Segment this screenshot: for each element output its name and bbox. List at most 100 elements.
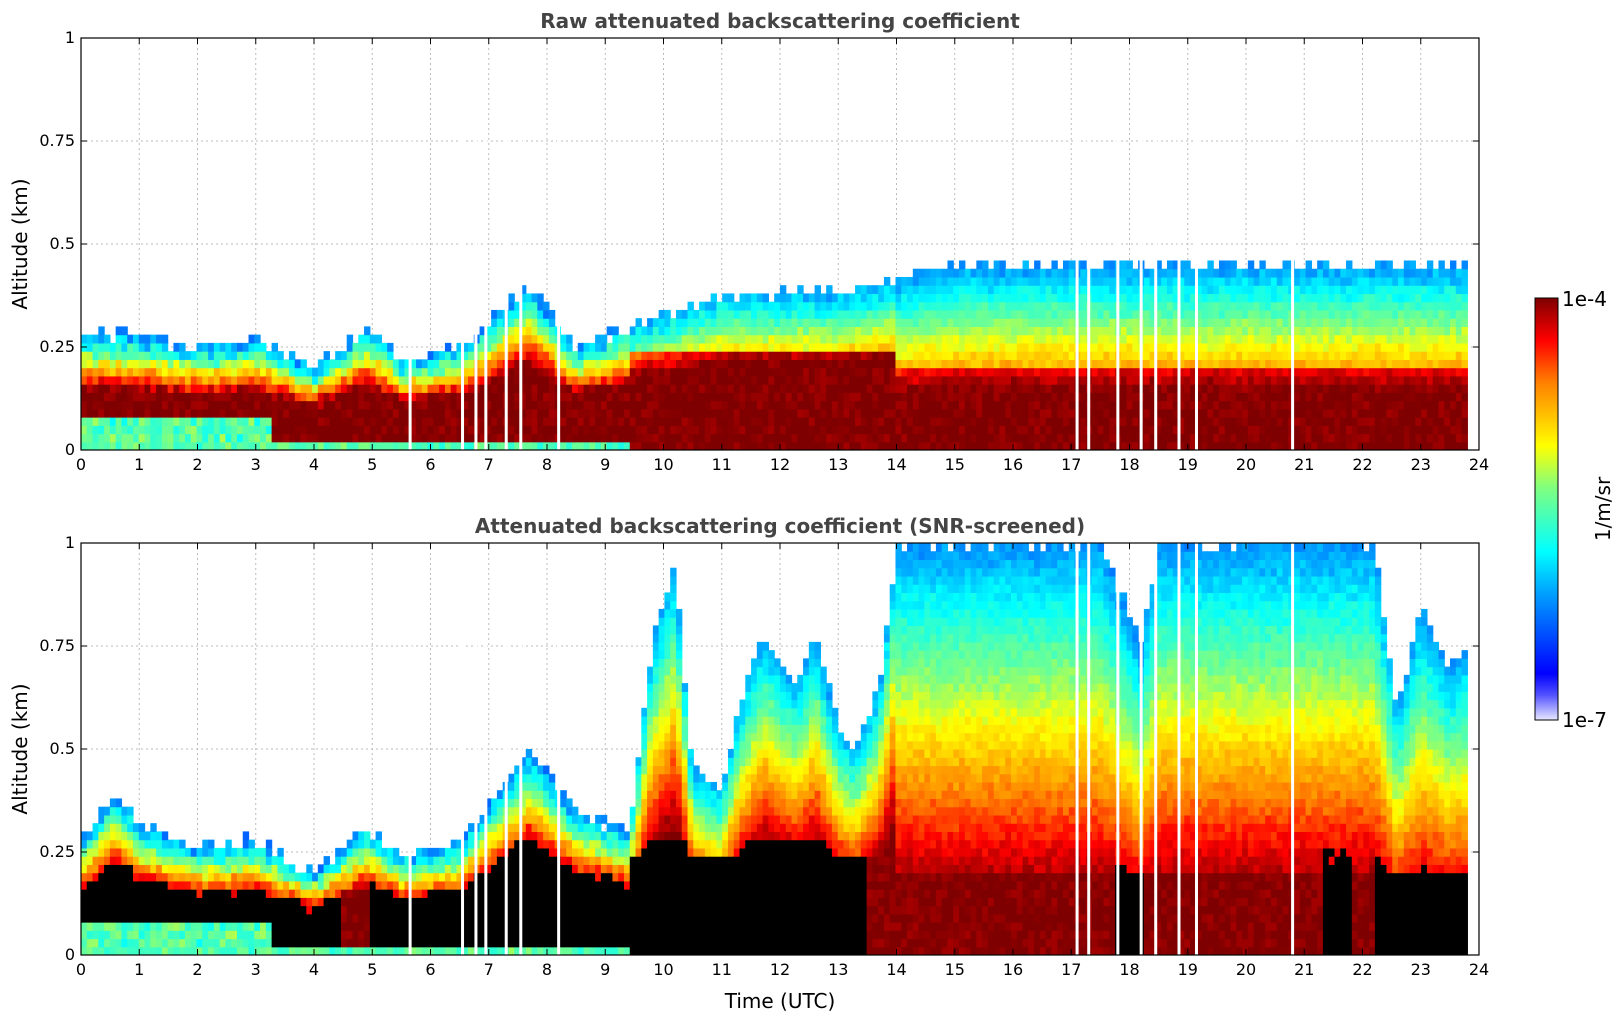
heatmap-cell (1311, 351, 1318, 360)
heatmap-cell (1218, 359, 1226, 369)
heatmap-cell (1097, 367, 1105, 377)
heatmap-cell (849, 384, 856, 393)
heatmap-cell (727, 293, 735, 303)
heatmap-cell (1132, 293, 1139, 303)
heatmap-cell (924, 268, 931, 278)
heatmap-cell (1398, 351, 1405, 360)
heatmap-cell (1346, 285, 1353, 295)
heatmap-cell (895, 375, 902, 385)
heatmap-cell (156, 433, 163, 443)
heatmap-cell (1213, 334, 1220, 344)
heatmap-cell (496, 441, 504, 450)
heatmap-cell (1386, 392, 1393, 402)
heatmap-cell (150, 351, 157, 360)
heatmap-cell (866, 367, 873, 377)
heatmap-cell (814, 309, 821, 319)
heatmap-cell (531, 425, 538, 435)
heatmap-cell (774, 433, 781, 443)
heatmap-cell (1426, 301, 1434, 311)
heatmap-cell (208, 897, 215, 907)
heatmap-cell (872, 351, 879, 360)
heatmap-cell (791, 334, 798, 344)
heatmap-cell (953, 367, 960, 377)
heatmap-cell (930, 359, 937, 369)
heatmap-cell (283, 384, 290, 393)
heatmap-cell (352, 400, 359, 410)
heatmap-cell (849, 326, 856, 336)
heatmap-cell (1380, 417, 1388, 426)
heatmap-cell (167, 913, 175, 923)
heatmap-cell (127, 880, 134, 890)
heatmap-cell (1363, 309, 1370, 319)
heatmap-cell (1438, 285, 1445, 295)
heatmap-cell (1392, 384, 1399, 393)
heatmap-cell (1346, 276, 1353, 286)
heatmap-cell (156, 441, 163, 450)
heatmap-cell (219, 392, 227, 402)
heatmap-cell (1346, 309, 1353, 319)
heatmap-cell (1450, 425, 1457, 435)
heatmap-cell (208, 359, 215, 369)
heatmap-cell (918, 276, 925, 286)
heatmap-cell (1276, 384, 1284, 393)
heatmap-cell (1091, 301, 1099, 311)
heatmap-cell (751, 326, 758, 336)
heatmap-cell (826, 425, 833, 435)
heatmap-cell (161, 872, 169, 882)
heatmap-cell (167, 359, 175, 369)
heatmap-cell (1311, 334, 1318, 344)
heatmap-cell (964, 293, 972, 303)
heatmap-cell (583, 392, 590, 402)
heatmap-cell (444, 441, 452, 450)
heatmap-cell (918, 384, 925, 393)
heatmap-cell (225, 847, 232, 857)
heatmap-cell (81, 946, 88, 955)
heatmap-cell (1103, 276, 1110, 286)
heatmap-cell (410, 375, 417, 385)
heatmap-cell (907, 326, 914, 336)
heatmap-cell (1242, 334, 1249, 344)
heatmap-cell (976, 334, 983, 344)
heatmap-cell (959, 276, 966, 286)
heatmap-cell (1403, 433, 1411, 443)
heatmap-cell (623, 400, 631, 410)
heatmap-cell (1270, 433, 1278, 443)
heatmap-cell (1294, 425, 1301, 435)
heatmap-cell (1398, 359, 1405, 369)
heatmap-cell (1045, 342, 1053, 352)
heatmap-cell (635, 384, 642, 393)
heatmap-cell (855, 384, 862, 393)
x-tick-label: 23 (1411, 455, 1431, 474)
heatmap-cell (987, 309, 995, 319)
heatmap-cell (1149, 417, 1157, 426)
heatmap-cell (1218, 268, 1226, 278)
heatmap-cell (803, 425, 810, 435)
heatmap-cell (1305, 384, 1312, 393)
heatmap-cell (317, 408, 325, 418)
heatmap-cell (1276, 359, 1284, 369)
heatmap-cell (756, 375, 764, 385)
heatmap-cell (340, 441, 348, 450)
heatmap-cell (1328, 285, 1336, 295)
heatmap-cell (508, 351, 515, 360)
heatmap-cell (1461, 301, 1468, 311)
heatmap-cell (1357, 441, 1364, 450)
heatmap-cell (762, 400, 769, 410)
heatmap-cell (866, 285, 873, 295)
heatmap-cell (635, 441, 642, 450)
heatmap-cell (468, 351, 475, 360)
heatmap-cell (352, 425, 359, 435)
heatmap-cell (132, 384, 140, 393)
heatmap-cell (999, 334, 1006, 344)
heatmap-cell (260, 408, 267, 418)
heatmap-cell (872, 285, 879, 295)
heatmap-cell (1374, 400, 1382, 410)
heatmap-cell (1346, 408, 1353, 418)
heatmap-cell (860, 433, 868, 443)
heatmap-cell (138, 889, 146, 898)
heatmap-cell (959, 392, 966, 402)
heatmap-cell (1155, 408, 1162, 418)
heatmap-cell (150, 433, 157, 443)
heatmap-cell (1195, 441, 1203, 450)
heatmap-cell (1380, 260, 1388, 270)
